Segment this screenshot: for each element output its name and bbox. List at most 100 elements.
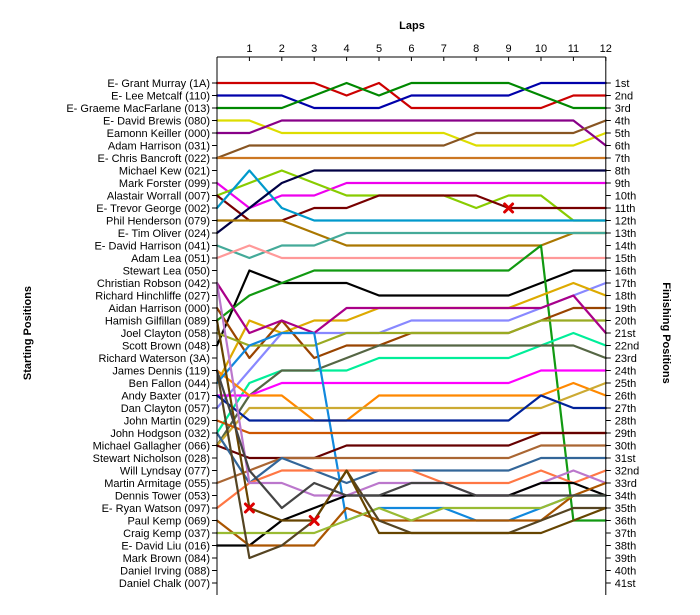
retirement-marker <box>243 502 255 514</box>
driver-line-3 <box>215 81 607 110</box>
driver-line-21 <box>215 319 607 347</box>
finishing-position-label: 11th <box>615 203 636 215</box>
lap-tick-label: 12 <box>600 43 612 55</box>
driver-line-2 <box>215 81 607 110</box>
starting-position-label: Scott Brown (048) <box>122 341 210 353</box>
starting-position-label: Michael Kew (021) <box>119 166 210 178</box>
finishing-position-label: 40th <box>615 566 636 578</box>
finishing-position-label: 33rd <box>615 478 637 490</box>
starting-position-label: Paul Kemp (069) <box>127 516 210 528</box>
retirement-cross-stroke <box>503 202 515 214</box>
finishing-position-label: 4th <box>615 116 630 128</box>
finishing-position-label: 41st <box>615 578 636 590</box>
starting-position-label: E- David Brewis (080) <box>103 116 210 128</box>
finishing-position-label: 34th <box>615 491 636 503</box>
starting-position-label: Stewart Nicholson (028) <box>93 453 210 465</box>
lap-tick-label: 3 <box>311 43 317 55</box>
labels-layer: 1 2 3 4 5 6 7 8 9 10 11 12E- Grant Murray (1A)E- Le… <box>66 43 639 590</box>
axes-layer <box>212 56 611 595</box>
finishing-position-label: 2nd <box>615 91 633 103</box>
starting-position-label: Adam Lea (051) <box>131 253 210 265</box>
finishing-position-label: 15th <box>615 253 636 265</box>
starting-position-label: Hamish Gilfillan (089) <box>105 316 210 328</box>
marker-layer <box>243 202 515 526</box>
finishing-position-label: 19th <box>615 303 636 315</box>
lap-tick-label: 5 <box>376 43 382 55</box>
starting-position-label: Craig Kemp (037) <box>123 528 210 540</box>
starting-position-label: Ben Fallon (044) <box>129 378 210 390</box>
finishing-position-label: 37th <box>615 528 636 540</box>
driver-line-38 <box>215 494 607 535</box>
lap-tick-label: 9 <box>506 43 512 55</box>
finishing-position-label: 20th <box>615 316 636 328</box>
driver-line-5 <box>215 119 607 147</box>
driver-line-29 <box>215 394 607 422</box>
finishing-position-label: 12th <box>615 216 636 228</box>
starting-position-label: E- David Harrison (041) <box>94 241 210 253</box>
driver-line-28 <box>215 381 607 447</box>
starting-position-label: Christian Robson (042) <box>97 278 210 290</box>
driver-line-6 <box>215 119 607 160</box>
driver-line-8 <box>215 181 607 210</box>
driver-line-41 <box>215 369 607 510</box>
finishing-position-label: 17th <box>615 278 636 290</box>
series-layer <box>215 81 607 560</box>
finishing-position-label: 7th <box>615 153 630 165</box>
finishing-position-label: 13th <box>615 228 636 240</box>
finishing-position-label: 1st <box>615 78 630 90</box>
finishing-position-label: 16th <box>615 266 636 278</box>
finishing-position-label: 6th <box>615 141 630 153</box>
lap-tick-label: 11 <box>568 43 579 55</box>
finishing-position-label: 10th <box>615 191 636 203</box>
finishing-position-label: 29th <box>615 428 636 440</box>
starting-position-label: John Martin (029) <box>124 416 210 428</box>
starting-position-label: Daniel Chalk (007) <box>119 578 210 590</box>
starting-position-label: Richard Waterson (3A) <box>99 353 210 365</box>
starting-position-label: Stewart Lea (050) <box>123 266 210 278</box>
starting-position-label: Martin Armitage (055) <box>104 478 210 490</box>
starting-position-label: E- Tim Oliver (024) <box>118 228 210 240</box>
lap-tick-label: 8 <box>473 43 479 55</box>
driver-line-4 <box>215 119 607 147</box>
starting-position-label: Phil Henderson (079) <box>106 216 210 228</box>
finishing-position-label: 32nd <box>615 466 639 478</box>
starting-position-label: E- Trevor George (002) <box>96 203 210 215</box>
finishing-position-label: 9th <box>615 178 630 190</box>
finishing-position-label: 5th <box>615 128 630 140</box>
retirement-marker <box>503 202 515 214</box>
retirement-cross-stroke <box>243 502 255 514</box>
driver-line-34 <box>215 469 607 510</box>
lap-tick-label: 10 <box>535 43 547 55</box>
finishing-position-label: 3rd <box>615 103 631 115</box>
driver-line-14 <box>215 231 607 260</box>
starting-position-label: Joel Clayton (058) <box>121 328 210 340</box>
finishing-position-label: 24th <box>615 366 636 378</box>
finishing-position-label: 21st <box>615 328 636 340</box>
starting-position-label: Mark Brown (084) <box>123 553 210 565</box>
driver-line-1 <box>215 81 607 110</box>
finishing-position-label: 36th <box>615 516 636 528</box>
retirement-cross-stroke <box>308 515 320 526</box>
driver-line-40 <box>215 319 607 535</box>
finishing-position-label: 22nd <box>615 341 639 353</box>
retirement-marker <box>308 515 320 526</box>
finishing-position-label: 30th <box>615 441 636 453</box>
driver-line-12 <box>215 169 607 235</box>
driver-line-25 <box>215 369 607 397</box>
finishing-position-label: 31st <box>615 453 636 465</box>
finishing-position-label: 25th <box>615 378 636 390</box>
driver-line-24 <box>215 344 607 447</box>
starting-position-label: Will Lyndsay (077) <box>120 466 210 478</box>
starting-position-label: Dennis Tower (053) <box>115 491 210 503</box>
starting-position-label: Dan Clayton (057) <box>121 403 210 415</box>
finishing-position-label: 27th <box>615 403 636 415</box>
finishing-position-label: 38th <box>615 541 636 553</box>
starting-position-label: Eamonn Keiller (000) <box>107 128 210 140</box>
starting-position-label: E- Lee Metcalf (110) <box>111 91 210 103</box>
lap-tick-label: 7 <box>441 43 447 55</box>
starting-position-label: Aidan Harrison (000) <box>109 303 211 315</box>
starting-position-label: E- David Liu (016) <box>121 541 210 553</box>
lap-tick-label: 6 <box>408 43 414 55</box>
finishing-position-label: 8th <box>615 166 630 178</box>
